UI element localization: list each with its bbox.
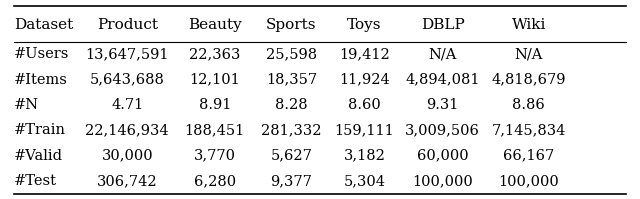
Text: 3,009,506: 3,009,506: [405, 123, 480, 137]
Text: 8.60: 8.60: [348, 98, 381, 112]
Text: 4.71: 4.71: [111, 98, 143, 112]
Text: 7,145,834: 7,145,834: [492, 123, 566, 137]
Text: Product: Product: [97, 18, 157, 32]
Text: 22,363: 22,363: [189, 47, 241, 61]
Text: 188,451: 188,451: [185, 123, 245, 137]
Text: 5,627: 5,627: [270, 149, 312, 163]
Text: Sports: Sports: [266, 18, 317, 32]
Text: #Train: #Train: [14, 123, 66, 137]
Text: 60,000: 60,000: [417, 149, 468, 163]
Text: Wiki: Wiki: [511, 18, 546, 32]
Text: #Test: #Test: [14, 174, 57, 188]
Text: 5,304: 5,304: [344, 174, 386, 188]
Text: 6,280: 6,280: [194, 174, 236, 188]
Text: 100,000: 100,000: [499, 174, 559, 188]
Text: 5,643,688: 5,643,688: [90, 73, 164, 87]
Text: 306,742: 306,742: [97, 174, 157, 188]
Text: 8.86: 8.86: [512, 98, 545, 112]
Text: 8.91: 8.91: [198, 98, 231, 112]
Text: N/A: N/A: [515, 47, 543, 61]
Text: 9,377: 9,377: [270, 174, 312, 188]
Text: 12,101: 12,101: [189, 73, 240, 87]
Text: 3,770: 3,770: [194, 149, 236, 163]
Text: 11,924: 11,924: [339, 73, 390, 87]
Text: Beauty: Beauty: [188, 18, 242, 32]
Text: 9.31: 9.31: [426, 98, 459, 112]
Text: #Users: #Users: [14, 47, 70, 61]
Text: 159,111: 159,111: [335, 123, 394, 137]
Text: 3,182: 3,182: [344, 149, 385, 163]
Text: 25,598: 25,598: [266, 47, 317, 61]
Text: 19,412: 19,412: [339, 47, 390, 61]
Text: Dataset: Dataset: [14, 18, 74, 32]
Text: #N: #N: [14, 98, 39, 112]
Text: 4,818,679: 4,818,679: [492, 73, 566, 87]
Text: 4,894,081: 4,894,081: [405, 73, 480, 87]
Text: 13,647,591: 13,647,591: [86, 47, 169, 61]
Text: 8.28: 8.28: [275, 98, 308, 112]
Text: #Items: #Items: [14, 73, 68, 87]
Text: 66,167: 66,167: [503, 149, 554, 163]
Text: 22,146,934: 22,146,934: [85, 123, 169, 137]
Text: #Valid: #Valid: [14, 149, 63, 163]
Text: Toys: Toys: [348, 18, 382, 32]
Text: 30,000: 30,000: [101, 149, 153, 163]
Text: 100,000: 100,000: [412, 174, 473, 188]
Text: N/A: N/A: [428, 47, 457, 61]
Text: 18,357: 18,357: [266, 73, 317, 87]
Text: 281,332: 281,332: [261, 123, 321, 137]
Text: DBLP: DBLP: [420, 18, 465, 32]
